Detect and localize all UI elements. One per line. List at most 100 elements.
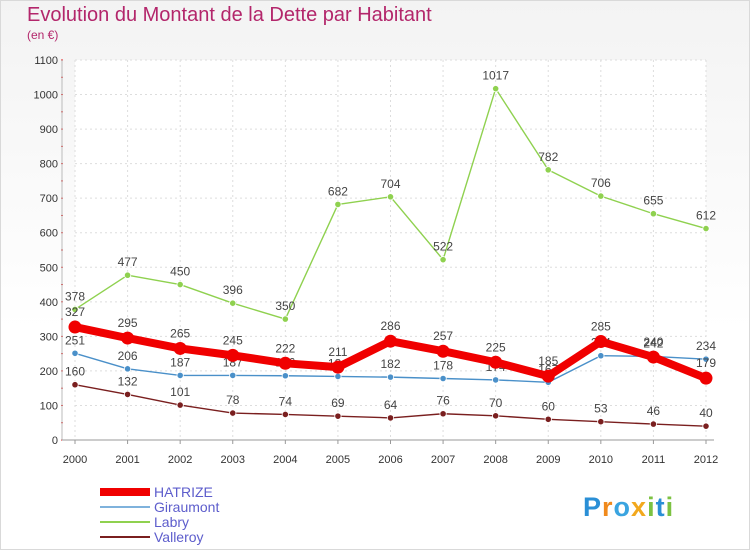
- data-label-hatrize: 245: [223, 333, 243, 347]
- y-tick-label: 200: [40, 366, 58, 378]
- data-label-valleroy: 160: [65, 365, 85, 379]
- data-label-valleroy: 78: [226, 393, 240, 407]
- data-point-hatrize: [331, 360, 345, 374]
- data-label-hatrize: 286: [380, 319, 400, 333]
- data-label-hatrize: 257: [433, 329, 453, 343]
- data-label-giraumont: 178: [433, 359, 453, 373]
- data-point-labry: [649, 210, 658, 218]
- data-point-labry: [71, 305, 79, 314]
- data-point-labry: [281, 315, 289, 323]
- data-label-giraumont: 251: [65, 333, 85, 347]
- data-label-valleroy: 64: [384, 398, 398, 412]
- data-label-valleroy: 101: [170, 385, 190, 399]
- data-point-hatrize: [541, 369, 555, 383]
- data-label-valleroy: 53: [594, 402, 608, 416]
- data-label-valleroy: 74: [279, 394, 293, 408]
- chart-title: Evolution du Montant de la Dette par Hab…: [27, 4, 432, 26]
- x-tick-label: 2002: [168, 454, 192, 466]
- data-point-hatrize: [278, 356, 292, 370]
- data-point-hatrize: [594, 335, 608, 349]
- data-point-valleroy: [597, 418, 605, 426]
- data-point-valleroy: [649, 420, 658, 428]
- data-label-hatrize: 225: [486, 340, 506, 354]
- data-label-labry: 706: [591, 176, 611, 190]
- legend-label-hatrize: HATRIZE: [154, 484, 213, 500]
- data-point-hatrize: [489, 355, 503, 369]
- x-tick-label: 2000: [63, 454, 87, 466]
- legend-swatch-valleroy: [100, 536, 150, 538]
- data-point-labry: [334, 200, 342, 208]
- legend-label-giraumont: Giraumont: [154, 499, 220, 515]
- legend-swatch-giraumont: [100, 506, 150, 508]
- legend-swatch-labry: [100, 521, 150, 523]
- data-point-giraumont: [492, 376, 500, 384]
- brand-letter: t: [655, 492, 666, 522]
- legend-swatch-hatrize: [100, 488, 150, 496]
- data-point-valleroy: [334, 412, 342, 420]
- y-tick-label: 0: [52, 435, 58, 447]
- y-tick-label: 600: [40, 228, 58, 240]
- data-label-valleroy: 40: [699, 406, 713, 420]
- data-label-labry: 655: [643, 194, 663, 208]
- data-label-hatrize: 240: [643, 335, 663, 349]
- y-tick-label: 900: [40, 124, 58, 136]
- chart-subtitle: (en €): [27, 28, 59, 42]
- data-point-valleroy: [544, 415, 552, 423]
- data-label-labry: 378: [65, 289, 85, 303]
- data-label-labry: 350: [275, 299, 295, 313]
- data-point-labry: [702, 224, 710, 233]
- x-tick-label: 2011: [642, 454, 666, 466]
- data-point-giraumont: [386, 373, 395, 381]
- data-point-labry: [386, 193, 395, 201]
- data-label-giraumont: 242: [643, 336, 663, 350]
- data-label-labry: 522: [433, 240, 453, 254]
- data-label-valleroy: 70: [489, 396, 503, 410]
- data-label-hatrize: 265: [170, 326, 190, 340]
- x-tick-label: 2001: [115, 454, 139, 466]
- y-tick-label: 100: [40, 400, 58, 412]
- data-point-labry: [544, 166, 552, 174]
- y-tick-label: 700: [40, 193, 58, 205]
- data-label-giraumont: 206: [118, 349, 138, 363]
- data-label-hatrize: 222: [275, 341, 295, 355]
- legend-label-valleroy: Valleroy: [154, 529, 204, 545]
- data-point-hatrize: [226, 348, 240, 362]
- y-tick-label: 500: [40, 262, 58, 274]
- data-point-hatrize: [436, 344, 450, 358]
- data-point-labry: [176, 280, 184, 289]
- data-label-labry: 782: [538, 150, 558, 164]
- data-point-valleroy: [386, 414, 395, 422]
- data-point-valleroy: [123, 390, 132, 398]
- brand-letter: x: [631, 492, 648, 522]
- data-label-giraumont: 182: [380, 357, 400, 371]
- data-label-hatrize: 327: [65, 305, 85, 319]
- data-point-labry: [123, 271, 132, 279]
- y-tick-label: 400: [40, 297, 58, 309]
- x-tick-label: 2005: [326, 454, 350, 466]
- brand-letter: i: [647, 492, 656, 522]
- data-label-hatrize: 185: [538, 354, 558, 368]
- x-tick-label: 2010: [589, 454, 613, 466]
- data-label-labry: 450: [170, 265, 190, 279]
- data-point-giraumont: [334, 372, 342, 381]
- brand-letter: i: [665, 492, 675, 522]
- brand-letter: P: [583, 492, 603, 522]
- y-tick-label: 1100: [34, 55, 58, 67]
- y-tick-label: 300: [40, 331, 58, 343]
- data-point-hatrize: [699, 371, 713, 385]
- data-point-giraumont: [702, 355, 710, 363]
- data-point-valleroy: [439, 410, 447, 418]
- data-point-giraumont: [281, 372, 289, 380]
- data-point-giraumont: [229, 371, 237, 379]
- data-point-giraumont: [71, 349, 79, 357]
- brand-logo: Proxiti: [583, 492, 674, 523]
- data-point-hatrize: [646, 350, 660, 364]
- data-label-giraumont: 187: [170, 355, 190, 369]
- x-tick-label: 2003: [221, 454, 245, 466]
- y-tick-label: 1000: [34, 90, 58, 102]
- data-point-giraumont: [176, 371, 184, 379]
- data-label-valleroy: 69: [331, 396, 345, 410]
- x-tick-label: 2008: [483, 454, 507, 466]
- data-label-hatrize: 285: [591, 320, 611, 334]
- data-point-giraumont: [439, 374, 447, 383]
